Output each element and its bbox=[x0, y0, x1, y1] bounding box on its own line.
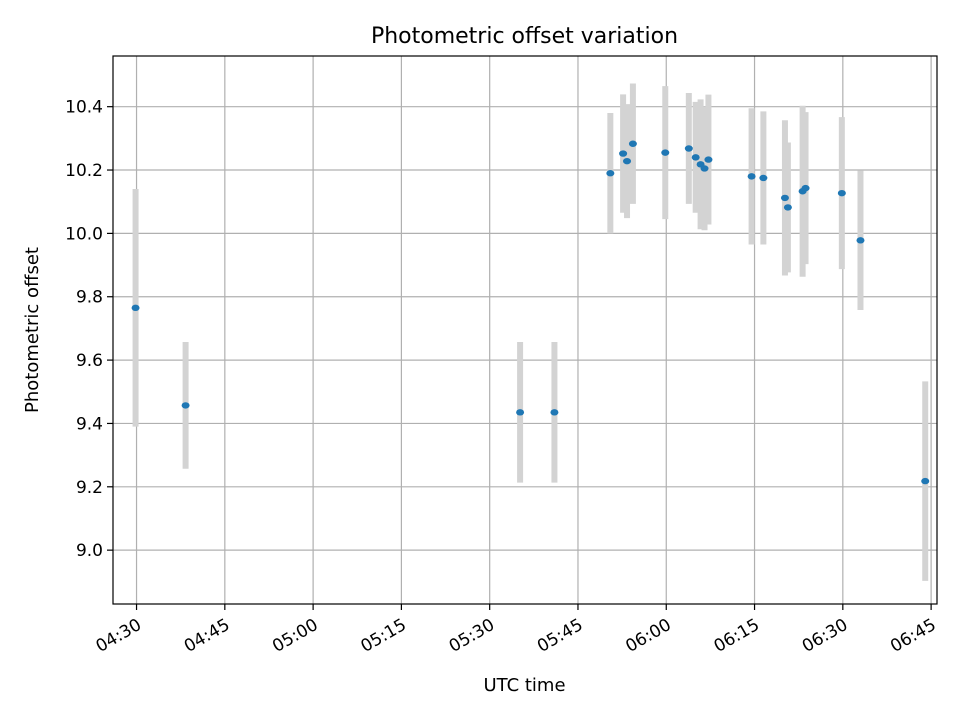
data-point bbox=[628, 140, 637, 147]
x-tick-label: 04:45 bbox=[181, 615, 233, 657]
x-tick-label: 05:00 bbox=[269, 615, 321, 657]
data-point bbox=[759, 174, 768, 182]
data-point bbox=[783, 204, 792, 211]
plot-frame bbox=[112, 55, 938, 605]
y-axis-label: Photometric offset bbox=[22, 247, 43, 413]
data-point bbox=[700, 165, 709, 172]
x-axis-label: UTC time bbox=[483, 675, 565, 696]
data-point bbox=[691, 154, 700, 161]
chart-title: Photometric offset variation bbox=[371, 24, 678, 49]
x-tick-label: 04:30 bbox=[93, 615, 145, 657]
x-tick-label: 06:15 bbox=[711, 615, 763, 657]
x-axis: 04:30 04:45 05:00 05:15 05:30 05:45 06:00 06:15… bbox=[93, 604, 940, 657]
y-tick-label: 9.0 bbox=[76, 541, 103, 561]
data-point bbox=[747, 173, 756, 180]
data-point bbox=[516, 409, 525, 416]
data-point bbox=[801, 184, 810, 192]
grid bbox=[113, 56, 937, 604]
error-bars bbox=[132, 83, 929, 581]
data-point bbox=[856, 237, 865, 244]
data-point bbox=[550, 409, 559, 416]
x-tick-label: 06:45 bbox=[887, 615, 939, 657]
data-points bbox=[131, 140, 930, 485]
y-tick-label: 9.6 bbox=[76, 351, 103, 371]
data-point bbox=[661, 149, 670, 156]
data-point bbox=[837, 189, 846, 197]
data-point bbox=[921, 477, 930, 485]
data-point bbox=[780, 194, 789, 202]
x-tick-label: 05:15 bbox=[357, 615, 409, 657]
data-point bbox=[623, 157, 632, 165]
x-tick-label: 05:45 bbox=[534, 615, 586, 657]
data-point bbox=[619, 150, 628, 157]
data-point bbox=[181, 402, 190, 409]
y-tick-label: 10.2 bbox=[65, 161, 103, 181]
data-point bbox=[131, 304, 140, 312]
data-point bbox=[606, 170, 615, 177]
data-point bbox=[684, 145, 693, 152]
x-tick-label: 06:00 bbox=[622, 615, 674, 657]
y-tick-label: 10.0 bbox=[65, 224, 103, 244]
y-tick-label: 9.4 bbox=[76, 414, 103, 434]
y-axis: 9.0 9.2 9.4 9.6 9.8 10.0 10.2 10.4 bbox=[65, 98, 113, 561]
y-tick-label: 9.2 bbox=[76, 478, 103, 498]
x-tick-label: 06:30 bbox=[799, 615, 851, 657]
x-tick-label: 05:30 bbox=[446, 615, 498, 657]
y-tick-label: 9.8 bbox=[76, 288, 103, 308]
data-point bbox=[704, 156, 713, 163]
y-tick-label: 10.4 bbox=[65, 98, 103, 118]
